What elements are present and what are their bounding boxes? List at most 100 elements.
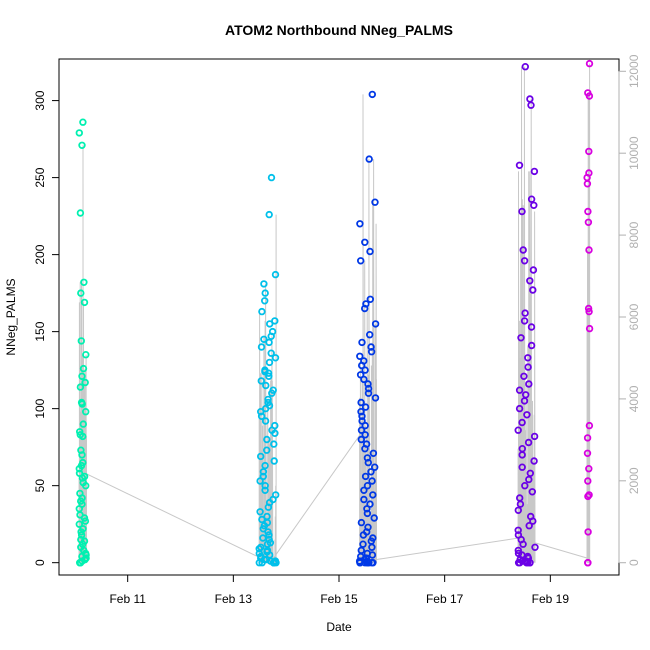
data-point (261, 486, 269, 494)
data-point (259, 534, 267, 542)
data-point (357, 426, 366, 434)
data-point (265, 210, 273, 219)
data-point (257, 377, 265, 385)
y2-tick-label: 10000 (627, 136, 641, 170)
data-point (257, 412, 266, 420)
y2-axis: 0 2000 4000 6000 8000 10000 12000 (618, 54, 641, 566)
y2-tick-label: 0 (627, 559, 641, 566)
data-point (585, 246, 593, 254)
data-point (520, 372, 528, 380)
data-point (368, 543, 376, 551)
data-point (75, 129, 83, 137)
data-point (524, 438, 533, 447)
y-tick-label: 50 (33, 479, 47, 493)
data-point (369, 491, 377, 499)
data-point (265, 358, 274, 367)
data-point (528, 488, 536, 496)
data-point (585, 421, 594, 430)
data-point (360, 486, 368, 494)
data-point (356, 352, 364, 360)
data-point (357, 435, 365, 444)
chart-title: ATOM2 Northbound NNeg_PALMS (225, 22, 453, 38)
data-point (514, 546, 522, 555)
data-point (360, 375, 368, 384)
y-tick-label: 100 (33, 398, 47, 418)
data-point (79, 420, 87, 428)
x-tick-label: Feb 17 (426, 592, 464, 606)
data-point (261, 297, 269, 305)
data-point (515, 161, 524, 169)
data-point (364, 384, 373, 393)
data-point (261, 368, 269, 376)
data-point (268, 389, 276, 397)
data-point (78, 451, 86, 459)
data-point (527, 341, 536, 350)
data-point (530, 457, 538, 465)
x-axis-label: Date (326, 620, 352, 634)
data-point (77, 289, 85, 297)
data-point (361, 304, 369, 313)
x-tick-label: Feb 15 (320, 592, 358, 606)
data-point (527, 195, 536, 203)
data-point (76, 209, 85, 217)
y2-tick-label: 8000 (627, 221, 641, 248)
y2-tick-label: 12000 (627, 54, 641, 88)
data-point (270, 457, 278, 465)
data-point (530, 167, 539, 176)
data-point (517, 334, 525, 342)
data-point (361, 238, 369, 246)
data-point (519, 246, 527, 254)
data-point (80, 298, 89, 307)
data-point (520, 397, 529, 405)
data-point (585, 92, 594, 100)
data-point (584, 207, 592, 216)
y-tick-label: 150 (33, 321, 47, 341)
data-point (516, 500, 525, 508)
data-point (261, 461, 269, 470)
data-point (368, 477, 376, 485)
data-point (264, 369, 273, 377)
data-point (361, 445, 369, 453)
data-point (519, 540, 527, 548)
data-point (520, 257, 529, 265)
data-point (365, 155, 373, 163)
data-point (370, 514, 378, 522)
data-point (255, 545, 263, 553)
data-point (271, 354, 280, 362)
data-point (365, 559, 373, 567)
data-point (81, 378, 89, 387)
data-point (529, 517, 537, 525)
data-point (79, 364, 88, 373)
data-point (262, 404, 270, 413)
data-point (530, 201, 538, 209)
data-point (271, 270, 280, 279)
data-point (267, 332, 275, 340)
data-point (359, 540, 367, 548)
data-point (271, 317, 279, 325)
data-point (583, 434, 592, 442)
data-point (585, 59, 594, 68)
y2-tick-label: 2000 (627, 467, 641, 494)
data-point (258, 515, 266, 524)
data-point (515, 386, 524, 394)
x-tick-label: Feb 19 (532, 592, 570, 606)
y-tick-label: 200 (33, 244, 47, 264)
data-point (356, 559, 364, 567)
data-points (75, 59, 594, 567)
y-axis: 0 50 100 150 200 250 300 (33, 90, 60, 566)
data-point (371, 463, 379, 471)
data-point (521, 309, 529, 317)
data-point (267, 173, 276, 182)
data-point (81, 482, 90, 490)
data-point (364, 389, 373, 397)
data-point (258, 307, 266, 316)
data-point (525, 475, 533, 484)
data-point (520, 317, 529, 325)
data-point (261, 417, 270, 425)
data-point (81, 408, 90, 416)
data-point (518, 463, 526, 471)
data-point (585, 465, 593, 473)
data-point (78, 400, 86, 408)
x-tick-label: Feb 13 (215, 592, 253, 606)
data-point (361, 366, 369, 374)
